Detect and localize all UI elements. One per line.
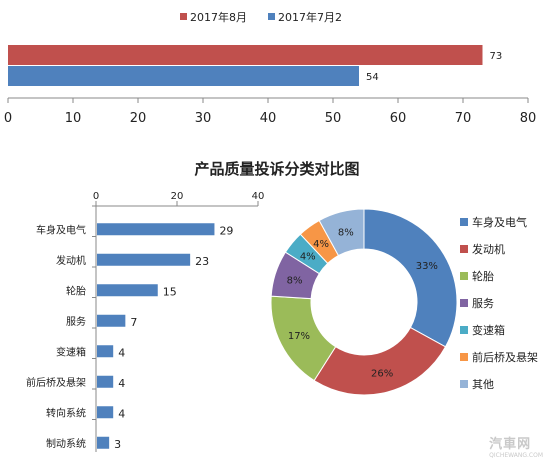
category-bar-3 [97,284,158,297]
donut-legend-swatch-3 [460,272,468,280]
x-tick-label-0: 0 [4,111,12,126]
category-value-label-8: 3 [114,438,121,451]
donut-label-7: 8% [338,227,354,238]
category-bar-6 [97,375,114,388]
x-tick-label-10: 10 [65,111,82,126]
donut-legend-swatch-7 [460,380,468,388]
donut-legend-label-2: 发动机 [472,242,505,256]
category-value-label-7: 4 [118,407,125,420]
category-label-5: 变速箱 [56,345,86,358]
donut-legend-label-7: 其他 [472,378,494,391]
donut-label-1: 33% [416,261,438,272]
donut-slice-7 [318,208,365,257]
category-value-label-3: 15 [163,285,177,298]
x-tick-label-50: 50 [325,111,342,126]
category-label-1: 车身及电气 [36,223,86,236]
category-bar-8 [97,436,110,449]
donut-legend-swatch-4 [460,299,468,307]
donut-label-3: 17% [288,331,310,342]
legend-label-2: 2017年7月2 [278,10,342,24]
donut-legend-label-5: 变速箱 [472,323,505,337]
category-label-7: 转向系统 [46,406,86,419]
data-label-series-2: 54 [366,72,379,83]
category-value-label-5: 4 [118,346,125,359]
bar-series-2 [8,66,359,86]
category-x-tick-label-40: 40 [252,191,265,202]
watermark-subtext: QICHEWANG.COM [489,452,543,459]
donut-legend-label-4: 服务 [472,297,494,310]
donut-legend-label-3: 轮胎 [472,269,494,283]
legend-swatch-1 [180,13,187,20]
bar-series-1 [8,45,483,65]
legend-swatch-2 [268,13,275,20]
category-bar-4 [97,314,126,327]
watermark-text: 汽車网 [489,437,532,452]
category-value-label-4: 7 [130,316,137,329]
data-label-series-1: 73 [490,51,503,62]
category-bar-2 [97,253,191,266]
x-tick-label-40: 40 [260,111,277,126]
donut-legend-label-6: 前后桥及悬架 [472,350,538,364]
donut-legend-swatch-6 [460,353,468,361]
category-label-6: 前后桥及悬架 [26,376,86,389]
donut-slice-1 [363,208,458,348]
category-value-label-6: 4 [118,377,125,390]
donut-legend-swatch-1 [460,218,468,226]
donut-label-2: 26% [371,369,393,380]
donut-legend-swatch-5 [460,326,468,334]
chart-title: 产品质量投诉分类对比图 [194,160,359,178]
category-x-tick-label-0: 0 [93,191,99,202]
donut-label-4: 8% [287,275,303,286]
x-tick-label-20: 20 [130,111,147,126]
x-tick-label-60: 60 [390,111,407,126]
category-label-3: 轮胎 [66,284,86,297]
category-value-label-1: 29 [219,224,233,237]
category-bar-5 [97,345,114,358]
category-label-2: 发动机 [56,254,86,267]
x-tick-label-70: 70 [455,111,472,126]
donut-slice-2 [313,326,447,396]
donut-legend-swatch-2 [460,245,468,253]
category-value-label-2: 23 [195,255,209,268]
watermark-logo: 汽車网 QICHEWANG.COM [489,433,543,459]
donut-legend-label-1: 车身及电气 [472,215,527,229]
donut-label-5: 4% [300,251,316,262]
donut-label-6: 4% [313,239,329,250]
category-x-tick-label-20: 20 [171,191,184,202]
category-bar-7 [97,406,114,419]
x-tick-label-80: 80 [520,111,537,126]
category-label-8: 制动系统 [46,437,86,450]
category-bar-1 [97,223,215,236]
x-tick-label-30: 30 [195,111,212,126]
category-label-4: 服务 [66,315,86,328]
legend-label-1: 2017年8月 [190,10,247,24]
